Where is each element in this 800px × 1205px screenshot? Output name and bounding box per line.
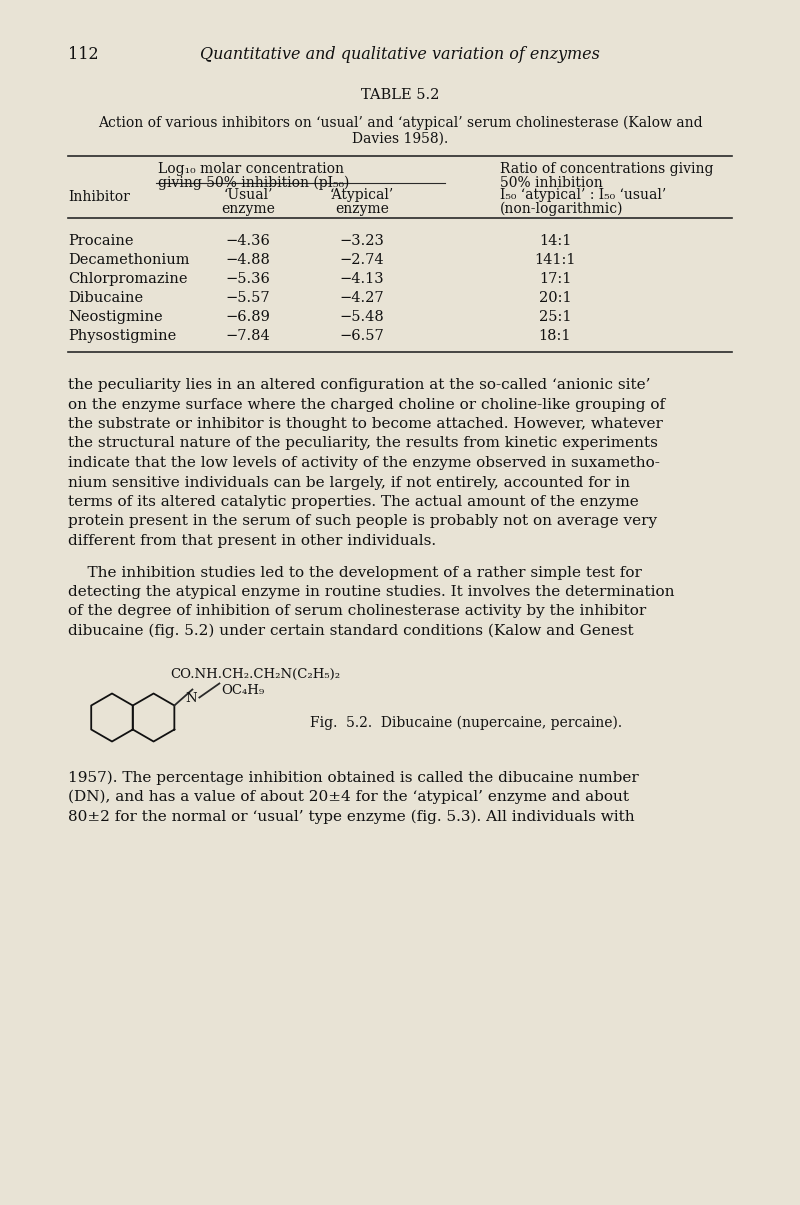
- Text: ‘Atypical’: ‘Atypical’: [330, 188, 394, 202]
- Text: −5.57: −5.57: [226, 290, 270, 305]
- Text: Fig.  5.2.  Dibucaine (nupercaine, percaine).: Fig. 5.2. Dibucaine (nupercaine, percain…: [310, 716, 622, 730]
- Text: 50% inhibition: 50% inhibition: [500, 176, 602, 190]
- Text: Dibucaine: Dibucaine: [68, 290, 143, 305]
- Text: 112: 112: [68, 46, 98, 63]
- Text: TABLE 5.2: TABLE 5.2: [361, 88, 439, 102]
- Text: ‘Usual’: ‘Usual’: [223, 188, 273, 202]
- Text: indicate that the low levels of activity of the enzyme observed in suxametho-: indicate that the low levels of activity…: [68, 455, 660, 470]
- Text: 141:1: 141:1: [534, 253, 576, 268]
- Text: on the enzyme surface where the charged choline or choline-like grouping of: on the enzyme surface where the charged …: [68, 398, 665, 411]
- Text: Procaine: Procaine: [68, 234, 134, 248]
- Text: different from that present in other individuals.: different from that present in other ind…: [68, 534, 436, 548]
- Text: The inhibition studies led to the development of a rather simple test for: The inhibition studies led to the develo…: [68, 565, 642, 580]
- Text: −6.89: −6.89: [226, 310, 270, 324]
- Text: Quantitative and qualitative variation of enzymes: Quantitative and qualitative variation o…: [200, 46, 600, 63]
- Text: the substrate or inhibitor is thought to become attached. However, whatever: the substrate or inhibitor is thought to…: [68, 417, 663, 431]
- Text: Neostigmine: Neostigmine: [68, 310, 162, 324]
- Text: nium sensitive individuals can be largely, if not entirely, accounted for in: nium sensitive individuals can be largel…: [68, 476, 630, 489]
- Text: N: N: [186, 693, 197, 705]
- Text: (DN), and has a value of about 20±4 for the ‘atypical’ enzyme and about: (DN), and has a value of about 20±4 for …: [68, 790, 629, 805]
- Text: Log₁₀ molar concentration: Log₁₀ molar concentration: [158, 161, 344, 176]
- Text: 14:1: 14:1: [539, 234, 571, 248]
- Text: −4.27: −4.27: [340, 290, 384, 305]
- Text: Ratio of concentrations giving: Ratio of concentrations giving: [500, 161, 714, 176]
- Text: 17:1: 17:1: [539, 272, 571, 286]
- Text: Chlorpromazine: Chlorpromazine: [68, 272, 187, 286]
- Text: of the degree of inhibition of serum cholinesterase activity by the inhibitor: of the degree of inhibition of serum cho…: [68, 605, 646, 618]
- Text: Action of various inhibitors on ‘usual’ and ‘atypical’ serum cholinesterase (Kal: Action of various inhibitors on ‘usual’ …: [98, 116, 702, 130]
- Text: 20:1: 20:1: [538, 290, 571, 305]
- Text: −6.57: −6.57: [340, 329, 384, 343]
- Text: dibucaine (fig. 5.2) under certain standard conditions (Kalow and Genest: dibucaine (fig. 5.2) under certain stand…: [68, 624, 634, 639]
- Text: giving 50% inhibition (pI₅₀): giving 50% inhibition (pI₅₀): [158, 176, 350, 190]
- Text: 18:1: 18:1: [538, 329, 571, 343]
- Text: I₅₀ ‘atypical’ : I₅₀ ‘usual’: I₅₀ ‘atypical’ : I₅₀ ‘usual’: [500, 188, 666, 202]
- Text: CO.NH.CH₂.CH₂N(C₂H₅)₂: CO.NH.CH₂.CH₂N(C₂H₅)₂: [170, 668, 340, 681]
- Text: the structural nature of the peculiarity, the results from kinetic experiments: the structural nature of the peculiarity…: [68, 436, 658, 451]
- Text: −5.36: −5.36: [226, 272, 270, 286]
- Text: terms of its altered catalytic properties. The actual amount of the enzyme: terms of its altered catalytic propertie…: [68, 495, 638, 509]
- Text: 25:1: 25:1: [538, 310, 571, 324]
- Text: 80±2 for the normal or ‘usual’ type enzyme (fig. 5.3). All individuals with: 80±2 for the normal or ‘usual’ type enzy…: [68, 810, 634, 824]
- Text: (non-logarithmic): (non-logarithmic): [500, 202, 623, 217]
- Text: detecting the atypical enzyme in routine studies. It involves the determination: detecting the atypical enzyme in routine…: [68, 584, 674, 599]
- Text: −3.23: −3.23: [339, 234, 385, 248]
- Text: Decamethonium: Decamethonium: [68, 253, 190, 268]
- Text: protein present in the serum of such people is probably not on average very: protein present in the serum of such peo…: [68, 515, 657, 529]
- Text: OC₄H₉: OC₄H₉: [222, 683, 265, 696]
- Text: −5.48: −5.48: [340, 310, 384, 324]
- Text: 1957). The percentage inhibition obtained is called the dibucaine number: 1957). The percentage inhibition obtaine…: [68, 770, 638, 784]
- Text: −4.13: −4.13: [340, 272, 384, 286]
- Text: enzyme: enzyme: [335, 202, 389, 216]
- Text: the peculiarity lies in an altered configuration at the so-called ‘anionic site’: the peculiarity lies in an altered confi…: [68, 378, 650, 392]
- Text: −7.84: −7.84: [226, 329, 270, 343]
- Text: Inhibitor: Inhibitor: [68, 190, 130, 204]
- Text: Physostigmine: Physostigmine: [68, 329, 176, 343]
- Text: −2.74: −2.74: [340, 253, 384, 268]
- Text: Davies 1958).: Davies 1958).: [352, 133, 448, 146]
- Text: −4.88: −4.88: [226, 253, 270, 268]
- Text: enzyme: enzyme: [221, 202, 275, 216]
- Text: −4.36: −4.36: [226, 234, 270, 248]
